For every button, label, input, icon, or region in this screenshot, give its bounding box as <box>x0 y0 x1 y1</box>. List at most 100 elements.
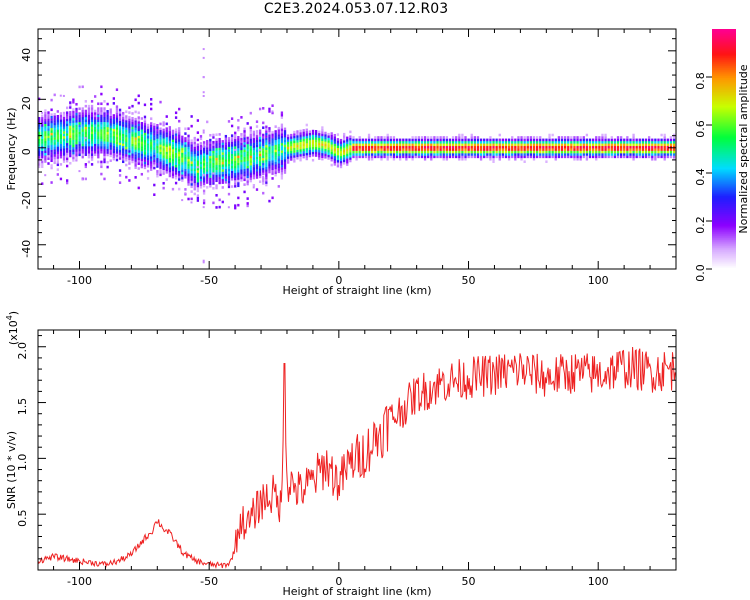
heatmap-cell <box>280 138 284 141</box>
heatmap-cell <box>610 143 613 147</box>
heatmap-cell <box>125 129 128 133</box>
heatmap-cell <box>174 152 178 156</box>
heatmap-cell <box>227 168 231 172</box>
heatmap-cell <box>125 115 128 118</box>
heatmap-cell <box>81 136 84 139</box>
heatmap-cell <box>616 138 620 142</box>
heatmap-cell <box>150 97 153 101</box>
heatmap-cell <box>638 148 641 151</box>
heatmap-cell <box>570 143 573 147</box>
heatmap-cell <box>314 139 318 143</box>
heatmap-cell <box>196 155 200 159</box>
heatmap-cell <box>140 172 144 176</box>
heatmap-cell <box>50 108 53 112</box>
heatmap-cell <box>377 150 380 154</box>
heatmap-cell <box>389 153 392 156</box>
heatmap-cell <box>143 161 147 165</box>
heatmap-cell <box>557 143 561 147</box>
heatmap-cell <box>118 118 122 121</box>
heatmap-cell <box>146 150 150 154</box>
heatmap-cell <box>81 146 84 149</box>
heatmap-cell <box>112 97 115 100</box>
heatmap-cell <box>252 135 256 139</box>
heatmap-cell <box>268 199 271 203</box>
heatmap-cell <box>280 140 284 144</box>
heatmap-cell <box>455 148 458 151</box>
heatmap-cell <box>386 141 389 144</box>
heatmap-cell <box>479 150 483 154</box>
heatmap-cell <box>240 164 243 168</box>
colorbar-tick-label: 0.4 <box>694 168 707 186</box>
heatmap-cell <box>420 148 424 151</box>
heatmap-cell <box>374 155 377 159</box>
heatmap-cell <box>162 121 165 124</box>
heatmap-cell <box>209 167 212 171</box>
heatmap-cell <box>66 118 69 122</box>
heatmap-cell <box>106 112 109 116</box>
heatmap-cell <box>81 141 84 144</box>
heatmap-cell <box>268 110 271 113</box>
heatmap-cell <box>240 179 243 182</box>
heatmap-cell <box>237 150 240 154</box>
heatmap-cell <box>56 131 59 135</box>
heatmap-cell <box>162 152 165 156</box>
heatmap-cell <box>467 138 470 142</box>
heatmap-cell <box>604 150 607 154</box>
heatmap-cell <box>94 150 97 154</box>
heatmap-cell <box>153 152 156 155</box>
heatmap-cell <box>103 141 106 144</box>
heatmap-cell <box>252 171 256 175</box>
heatmap-cell <box>184 156 187 160</box>
heatmap-cell <box>274 171 277 174</box>
heatmap-cell <box>146 177 150 180</box>
heatmap-cell <box>520 153 523 156</box>
colorbar-segment <box>712 155 736 158</box>
heatmap-cell <box>190 163 193 167</box>
heatmap-cell <box>585 155 589 159</box>
heatmap-cell <box>174 138 178 141</box>
colorbar-segment <box>712 77 736 80</box>
heatmap-cell <box>190 190 193 193</box>
heatmap-cell <box>50 156 53 160</box>
y-tick-label: 0 <box>20 148 33 155</box>
heatmap-cell <box>162 128 165 132</box>
heatmap-cell <box>498 138 501 142</box>
colorbar-segment <box>712 127 736 130</box>
heatmap-cell <box>439 150 442 154</box>
heatmap-cell <box>75 112 78 116</box>
heatmap-cell <box>507 141 511 144</box>
heatmap-cell <box>131 104 134 108</box>
heatmap-cell <box>330 146 333 150</box>
heatmap-cell <box>383 138 386 142</box>
heatmap-cell <box>109 154 112 158</box>
heatmap-cell <box>230 163 234 167</box>
heatmap-cell <box>262 136 265 139</box>
heatmap-cell <box>165 149 168 152</box>
heatmap-cell <box>143 103 147 107</box>
heatmap-cell <box>41 116 44 120</box>
heatmap-cell <box>246 151 249 154</box>
heatmap-cell <box>150 131 153 135</box>
heatmap-cell <box>308 142 312 146</box>
heatmap-cell <box>90 136 94 139</box>
heatmap-cell <box>47 150 50 153</box>
heatmap-cell <box>476 138 480 142</box>
heatmap-cell <box>196 160 200 164</box>
colorbar-segment <box>712 103 736 106</box>
heatmap-cell <box>352 143 355 147</box>
heatmap-cell <box>115 149 119 152</box>
heatmap-cell <box>72 144 75 148</box>
heatmap-cell <box>430 153 433 156</box>
heatmap-cell <box>255 147 259 150</box>
heatmap-cell <box>448 138 452 142</box>
heatmap-cell <box>314 134 318 138</box>
heatmap-cell <box>106 165 109 169</box>
heatmap-cell <box>53 129 56 133</box>
heatmap-cell <box>122 160 125 164</box>
heatmap-cell <box>479 141 483 144</box>
heatmap-cell <box>305 130 308 134</box>
heatmap-cell <box>246 173 249 176</box>
heatmap-cell <box>461 148 464 151</box>
heatmap-cell <box>218 152 221 156</box>
heatmap-cell <box>202 179 206 183</box>
